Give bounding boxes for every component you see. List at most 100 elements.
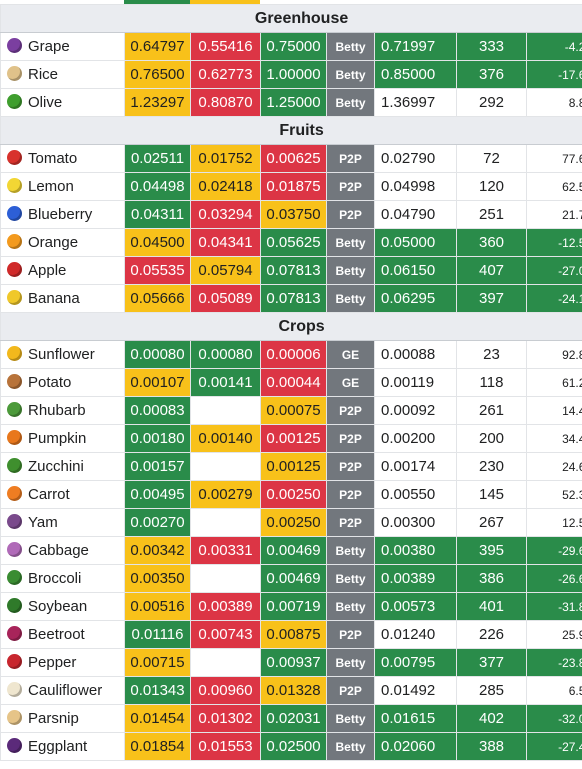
- item-name: Carrot: [28, 486, 70, 503]
- table-row[interactable]: Apple 0.05535 0.05794 0.07813 Betty 0.06150 40…: [0, 256, 582, 285]
- item-name: Pumpkin: [28, 430, 87, 447]
- price-col-2: [190, 452, 261, 481]
- seller-badge: P2P: [326, 172, 375, 201]
- item-name-cell: Rice: [0, 60, 125, 89]
- item-name-cell: Blueberry: [0, 200, 125, 229]
- price-col-1: 0.00342: [124, 536, 191, 565]
- quantity: 261: [456, 396, 527, 425]
- item-name-cell: Beetroot: [0, 620, 125, 649]
- item-name: Pepper: [28, 654, 77, 671]
- price-col-1: 0.00715: [124, 648, 191, 677]
- table-row[interactable]: Beetroot 0.01116 0.00743 0.00875 P2P 0.01240 2…: [0, 620, 582, 649]
- percent-change: 21.7%: [525, 200, 582, 229]
- table-row[interactable]: Pumpkin 0.00180 0.00140 0.00125 P2P 0.00200 20…: [0, 424, 582, 453]
- best-price: 0.00380: [374, 536, 457, 565]
- item-name: Yam: [28, 514, 58, 531]
- price-col-2: 0.02418: [190, 172, 261, 201]
- quantity: 120: [456, 172, 527, 201]
- section-header-row: Crops: [0, 312, 582, 341]
- table-row[interactable]: Tomato 0.02511 0.01752 0.00625 P2P 0.02790 72 7…: [0, 144, 582, 173]
- best-price: 0.01492: [374, 676, 457, 705]
- table-row[interactable]: Cabbage 0.00342 0.00331 0.00469 Betty 0.00380…: [0, 536, 582, 565]
- table-row[interactable]: Broccoli 0.00350 0.00469 Betty 0.00389 386 -26…: [0, 564, 582, 593]
- cauliflower-icon: [7, 682, 22, 697]
- percent-change: 52.3%: [525, 480, 582, 509]
- seller-badge: P2P: [326, 144, 375, 173]
- olive-icon: [7, 94, 22, 109]
- table-row[interactable]: Cauliflower 0.01343 0.00960 0.01328 P2P 0.014…: [0, 676, 582, 705]
- price-col-1: 0.04500: [124, 228, 191, 257]
- price-col-3: 0.00075: [260, 396, 327, 425]
- table-row[interactable]: Carrot 0.00495 0.00279 0.00250 P2P 0.00550 145…: [0, 480, 582, 509]
- price-col-1: 0.00495: [124, 480, 191, 509]
- price-col-1: 0.00270: [124, 508, 191, 537]
- quantity: 118: [456, 368, 527, 397]
- section-title: Greenhouse: [0, 4, 582, 33]
- item-name-cell: Apple: [0, 256, 125, 285]
- carrot-icon: [7, 486, 22, 501]
- table-row[interactable]: Lemon 0.04498 0.02418 0.01875 P2P 0.04998 120 6…: [0, 172, 582, 201]
- seller-badge: P2P: [326, 620, 375, 649]
- best-price: 0.00550: [374, 480, 457, 509]
- orange-icon: [7, 234, 22, 249]
- table-row[interactable]: Parsnip 0.01454 0.01302 0.02031 Betty 0.01615…: [0, 704, 582, 733]
- price-col-2: [190, 396, 261, 425]
- table-row[interactable]: Blueberry 0.04311 0.03294 0.03750 P2P 0.04790…: [0, 200, 582, 229]
- table-row[interactable]: Eggplant 0.01854 0.01553 0.02500 Betty 0.0206…: [0, 732, 582, 761]
- yam-icon: [7, 514, 22, 529]
- zucchini-icon: [7, 458, 22, 473]
- best-price: 0.00200: [374, 424, 457, 453]
- pepper-icon: [7, 654, 22, 669]
- best-price: 0.00119: [374, 368, 457, 397]
- price-col-1: 0.05535: [124, 256, 191, 285]
- table-row[interactable]: Pepper 0.00715 0.00937Betty0.00795377-23.8…: [0, 648, 582, 677]
- best-price: 0.71997: [374, 32, 457, 61]
- item-name-cell: Yam: [0, 508, 125, 537]
- table-row[interactable]: Rice 0.76500 0.62773 1.00000 Betty 0.85000 376…: [0, 60, 582, 89]
- price-col-1: 0.00350: [124, 564, 191, 593]
- seller-badge: P2P: [326, 508, 375, 537]
- table-row[interactable]: Olive 1.23297 0.80870 1.25000 Betty 1.36997 29…: [0, 88, 582, 117]
- quantity: 402: [456, 704, 527, 733]
- table-row[interactable]: Potato 0.00107 0.00141 0.00044 GE 0.00119 118 6…: [0, 368, 582, 397]
- table-row[interactable]: Banana 0.05666 0.05089 0.07813 Betty 0.06295 3…: [0, 284, 582, 313]
- seller-badge: P2P: [326, 452, 375, 481]
- best-price: 1.36997: [374, 88, 457, 117]
- price-col-3: 0.00125: [260, 452, 327, 481]
- seller-badge: Betty: [326, 564, 375, 593]
- percent-change: 8.8%: [525, 88, 582, 117]
- table-row[interactable]: Soybean 0.00516 0.00389 0.00719 Betty 0.00573…: [0, 592, 582, 621]
- soybean-icon: [7, 598, 22, 613]
- best-price: 0.06150: [374, 256, 457, 285]
- quantity: 395: [456, 536, 527, 565]
- table-row[interactable]: Sunflower 0.00080 0.00080 0.00006 GE 0.00088 2…: [0, 340, 582, 369]
- best-price: 0.05000: [374, 228, 457, 257]
- price-col-1: 0.00157: [124, 452, 191, 481]
- parsnip-icon: [7, 710, 22, 725]
- item-name: Broccoli: [28, 570, 82, 587]
- price-col-3: 0.00469: [260, 536, 327, 565]
- percent-change: -12.5%: [525, 228, 582, 257]
- price-col-1: 0.04498: [124, 172, 191, 201]
- best-price: 0.00300: [374, 508, 457, 537]
- broccoli-icon: [7, 570, 22, 585]
- price-col-1: 0.01116: [124, 620, 191, 649]
- price-col-1: 0.02511: [124, 144, 191, 173]
- table-row[interactable]: Orange 0.04500 0.04341 0.05625 Betty 0.05000 3…: [0, 228, 582, 257]
- price-col-2: 0.55416: [190, 32, 261, 61]
- table-row[interactable]: Grape 0.64797 0.55416 0.75000 Betty 0.71997 33…: [0, 32, 582, 61]
- seller-badge: Betty: [326, 732, 375, 761]
- price-col-2: 0.01752: [190, 144, 261, 173]
- grape-icon: [7, 38, 22, 53]
- best-price: 0.00573: [374, 592, 457, 621]
- quantity: 23: [456, 340, 527, 369]
- price-col-2: 0.62773: [190, 60, 261, 89]
- item-name-cell: Pepper: [0, 648, 125, 677]
- seller-badge: P2P: [326, 200, 375, 229]
- price-col-3: 1.25000: [260, 88, 327, 117]
- price-col-3: 0.07813: [260, 256, 327, 285]
- price-col-1: 0.01343: [124, 676, 191, 705]
